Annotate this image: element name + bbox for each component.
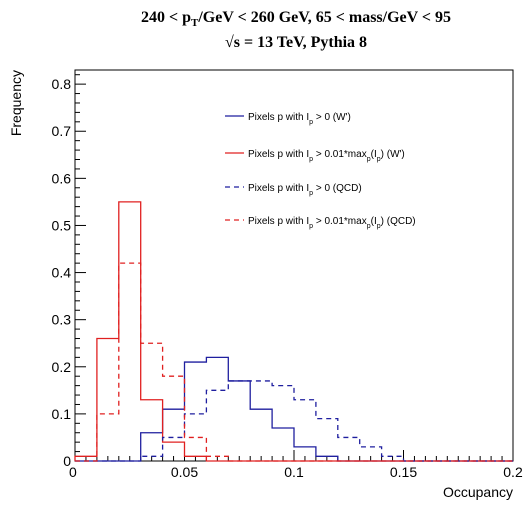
- y-tick-label: 0: [63, 453, 71, 469]
- legend-label-3: Pixels p with Ip > 0 (QCD): [248, 183, 362, 197]
- y-axis-title: Frequency: [8, 70, 24, 136]
- chart-title-line-2: √s = 13 TeV, Pythia 8: [225, 34, 367, 51]
- x-tick-label: 0.05: [171, 464, 198, 480]
- x-tick-label: 0.15: [390, 464, 417, 480]
- y-tick-label: 0.6: [52, 170, 72, 186]
- legend-label-4: Pixels p with Ip > 0.01*maxp(Ip) (QCD): [248, 216, 416, 230]
- x-tick-label: 0.2: [503, 464, 523, 480]
- y-tick-label: 0.3: [52, 312, 72, 328]
- x-axis-title: Occupancy: [443, 484, 513, 500]
- y-tick-label: 0.1: [52, 406, 72, 422]
- x-tick-label: 0: [69, 464, 77, 480]
- legend: Pixels p with Ip > 0 (W') Pixels p with I…: [225, 112, 416, 230]
- series-2-histogram: [74, 201, 513, 462]
- series-4-histogram: [75, 262, 513, 462]
- y-tick-label: 0.7: [52, 123, 72, 139]
- chart-title-line-1: 240 < pT/GeV < 260 GeV, 65 < mass/GeV < …: [141, 9, 451, 29]
- histogram-series: [74, 201, 513, 462]
- y-tick-label: 0.4: [52, 265, 72, 281]
- x-tick-label: 0.1: [284, 464, 304, 480]
- y-tick-label: 0.2: [52, 359, 72, 375]
- series-3-histogram: [75, 380, 513, 462]
- legend-label-2: Pixels p with Ip > 0.01*maxp(Ip) (W'): [248, 149, 405, 163]
- y-tick-label: 0.8: [52, 76, 72, 92]
- y-tick-label: 0.5: [52, 217, 72, 233]
- legend-label-1: Pixels p with Ip > 0 (W'): [248, 112, 351, 126]
- axis-ticks: 0 0.05 0.1 0.15 0.2 0 0.1 0.2 0.3 0.4 0.5 0.6 0.7 0.8: [52, 74, 523, 480]
